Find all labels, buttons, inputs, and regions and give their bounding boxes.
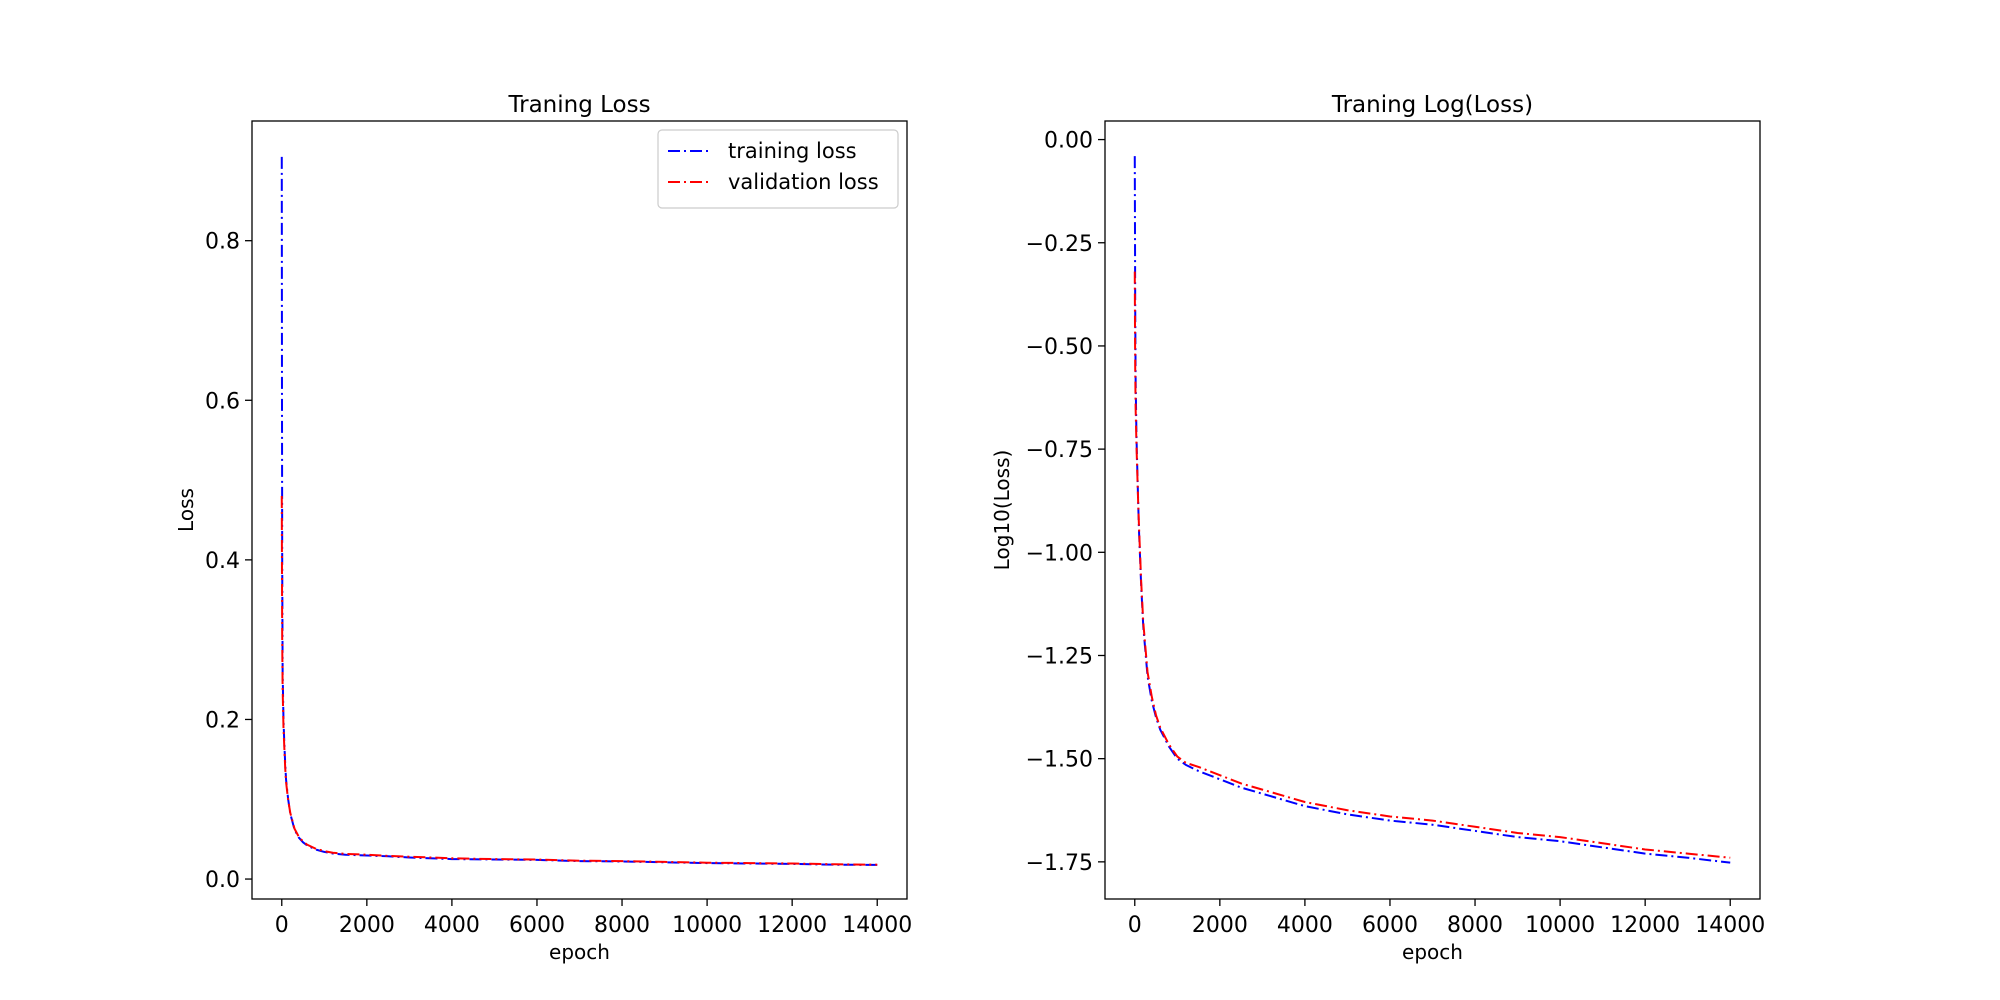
- loss-chart: 0 2000 4000 6000 8000 10000 12000 14000 0.0 0.2 0.…: [174, 92, 912, 964]
- y-tick-label: −1.00: [1026, 541, 1093, 566]
- y-tick-label: −0.50: [1026, 335, 1093, 360]
- y-tick-label: 0.00: [1044, 129, 1093, 154]
- axes-frame: [251, 120, 908, 900]
- series-line-validation-loss: [280, 496, 878, 866]
- x-tick-label: 0: [1128, 913, 1142, 938]
- x-tick-label: 6000: [1362, 913, 1418, 938]
- y-tick-label: 0.0: [205, 868, 240, 893]
- y-tick-label: −0.75: [1026, 438, 1093, 463]
- chart-title: Traning Log(Loss): [1331, 92, 1533, 118]
- series-line-training-loss: [1133, 156, 1731, 864]
- y-axis-label: Log10(Loss): [990, 450, 1014, 571]
- series-line-training-loss: [280, 156, 878, 866]
- legend-label: validation loss: [728, 170, 879, 194]
- plot-area: [280, 156, 878, 866]
- x-tick-label: 14000: [1695, 913, 1765, 938]
- x-tick-label: 10000: [1525, 913, 1595, 938]
- x-tick-label: 0: [275, 913, 289, 938]
- legend-label: training loss: [728, 139, 857, 163]
- x-tick-label: 12000: [1610, 913, 1680, 938]
- x-tick-label: 4000: [1277, 913, 1333, 938]
- x-tick-label: 10000: [672, 913, 742, 938]
- x-tick-label: 12000: [757, 913, 827, 938]
- y-axis-label: Loss: [174, 488, 198, 532]
- y-tick-label: −1.50: [1026, 748, 1093, 773]
- x-tick-label: 2000: [1192, 913, 1248, 938]
- chart-title: Traning Loss: [507, 92, 650, 118]
- y-tick-label: −0.25: [1026, 232, 1093, 257]
- x-tick-label: 2000: [339, 913, 395, 938]
- legend-box: [657, 129, 899, 209]
- legend: training loss validation loss: [657, 129, 899, 209]
- axes-frame: [1104, 120, 1761, 900]
- x-tick-label: 4000: [424, 913, 480, 938]
- log-loss-chart: 0 2000 4000 6000 8000 10000 12000 14000 0.00 −0.2…: [990, 92, 1765, 964]
- y-tick-label: −1.75: [1026, 851, 1093, 876]
- series-line-validation-loss: [1133, 271, 1731, 859]
- x-axis-label: epoch: [1402, 940, 1463, 964]
- x-tick-label: 14000: [842, 913, 912, 938]
- plot-area: [1133, 156, 1731, 864]
- x-axis-label: epoch: [549, 940, 610, 964]
- x-tick-label: 8000: [594, 913, 650, 938]
- y-tick-label: −1.25: [1026, 644, 1093, 669]
- y-tick-label: 0.8: [205, 230, 240, 255]
- y-tick-label: 0.4: [205, 549, 240, 574]
- x-tick-label: 6000: [509, 913, 565, 938]
- x-tick-label: 8000: [1447, 913, 1503, 938]
- y-tick-label: 0.2: [205, 708, 240, 733]
- y-tick-label: 0.6: [205, 389, 240, 414]
